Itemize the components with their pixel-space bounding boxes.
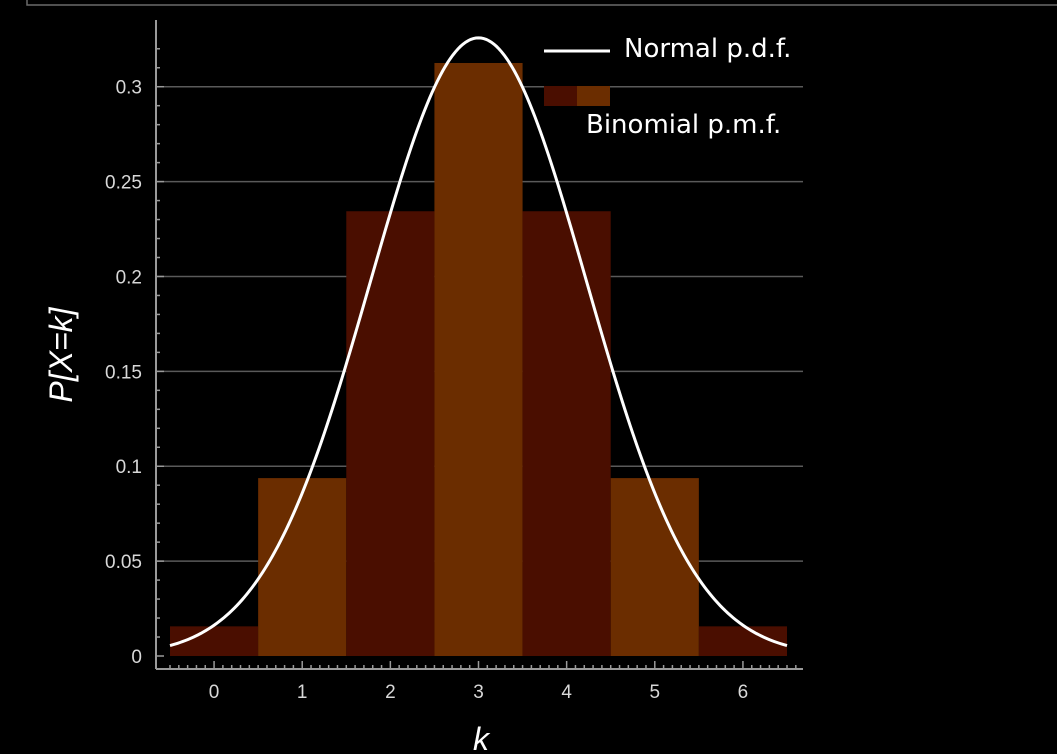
- bar-k-4: [522, 211, 611, 656]
- bar-k-2: [346, 211, 435, 656]
- legend-binomial-swatch-dark: [544, 86, 577, 106]
- y-tick-labels: 0 0.05 0.1 0.15 0.2 0.25 0.3: [105, 78, 142, 668]
- legend: Normal p.d.f. Binomial p.m.f.: [544, 34, 791, 140]
- bar-k-3: [434, 63, 523, 656]
- legend-normal-label: Normal p.d.f.: [624, 34, 791, 64]
- legend-binomial-label: Binomial p.m.f.: [586, 110, 781, 140]
- x-tick-label: 3: [473, 682, 484, 703]
- top-frame-border: [26, 0, 1057, 6]
- axes: [155, 20, 803, 670]
- y-tick-label: 0.3: [116, 78, 142, 99]
- x-tick-label: 0: [209, 682, 220, 703]
- normal-pdf-curve: [169, 36, 788, 648]
- bars: [170, 63, 787, 656]
- x-tick-label: 6: [738, 682, 749, 703]
- y-tick-label: 0.15: [105, 362, 142, 383]
- bar-k-1: [258, 478, 347, 656]
- x-tick-label: 4: [561, 682, 572, 703]
- legend-binomial-swatch-light: [577, 86, 610, 106]
- y-tick-label: 0: [131, 647, 142, 668]
- x-tick-label: 5: [649, 682, 660, 703]
- x-axis-label: k: [473, 721, 491, 754]
- y-tick-label: 0.05: [105, 552, 142, 573]
- bar-k-5: [610, 478, 699, 656]
- x-tick-label: 2: [385, 682, 396, 703]
- y-axis-label: P[X=k]: [43, 306, 79, 402]
- y-tick-label: 0.1: [116, 457, 142, 478]
- y-tick-label: 0.25: [105, 173, 142, 194]
- x-tick-labels: 0 1 2 3 4 5 6: [209, 682, 748, 703]
- y-tick-label: 0.2: [116, 267, 142, 288]
- x-tick-label: 1: [297, 682, 308, 703]
